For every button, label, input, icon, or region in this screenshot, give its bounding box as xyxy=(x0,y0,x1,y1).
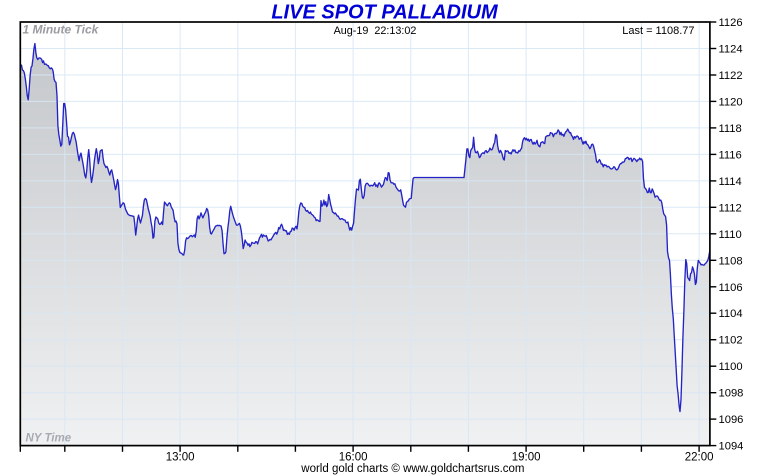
svg-text:1096: 1096 xyxy=(719,414,744,426)
svg-text:1098: 1098 xyxy=(719,388,744,400)
svg-text:Last = 1108.77: Last = 1108.77 xyxy=(622,25,694,37)
svg-text:LIVE SPOT PALLADIUM: LIVE SPOT PALLADIUM xyxy=(271,2,499,24)
svg-text:1118: 1118 xyxy=(719,123,742,135)
svg-text:1120: 1120 xyxy=(719,96,743,108)
svg-text:1124: 1124 xyxy=(719,44,743,56)
svg-text:1114: 1114 xyxy=(719,176,742,188)
svg-text:1110: 1110 xyxy=(719,229,742,241)
svg-text:13:00: 13:00 xyxy=(166,452,195,464)
svg-text:1126: 1126 xyxy=(719,17,743,29)
svg-text:1 Minute Tick: 1 Minute Tick xyxy=(23,23,100,37)
svg-text:1104: 1104 xyxy=(719,308,743,320)
svg-text:1100: 1100 xyxy=(719,361,743,373)
svg-text:1116: 1116 xyxy=(719,149,742,161)
svg-text:22:00: 22:00 xyxy=(685,452,714,464)
svg-text:1102: 1102 xyxy=(719,335,743,347)
svg-text:16:00: 16:00 xyxy=(339,452,368,464)
svg-text:NY Time: NY Time xyxy=(26,432,72,444)
svg-text:Aug-19 22:13:02: Aug-19 22:13:02 xyxy=(334,25,417,37)
svg-text:19:00: 19:00 xyxy=(512,452,541,464)
svg-text:1122: 1122 xyxy=(719,70,743,82)
svg-text:1106: 1106 xyxy=(719,282,743,294)
svg-text:1108: 1108 xyxy=(719,255,743,267)
svg-text:1112: 1112 xyxy=(719,202,742,214)
svg-text:world gold charts © www.goldch: world gold charts © www.goldchartsrus.co… xyxy=(300,463,524,475)
svg-text:1094: 1094 xyxy=(719,441,744,453)
